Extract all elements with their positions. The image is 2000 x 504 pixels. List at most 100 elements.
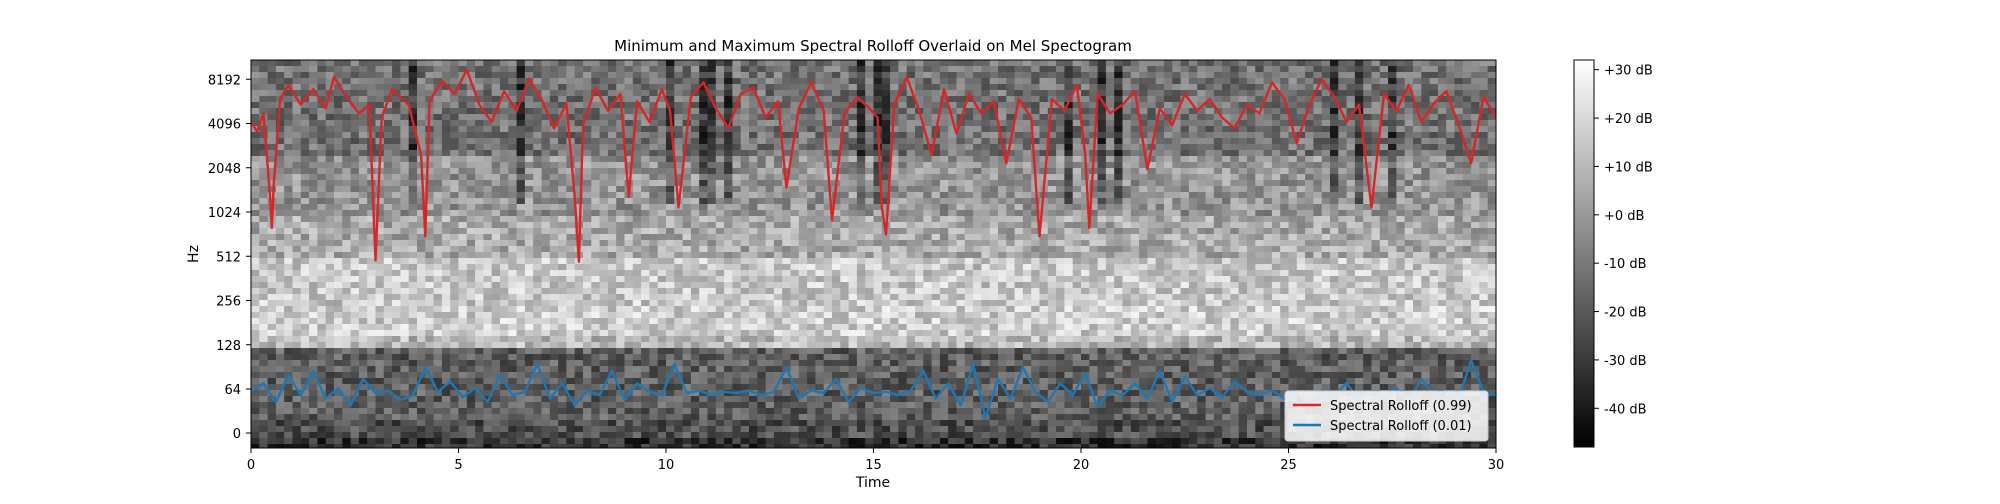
spectrogram-cell [873,336,883,343]
spectrogram-cell [508,372,518,379]
spectrogram-cell [591,180,601,187]
spectrogram-cell [558,372,567,379]
spectrogram-cell [425,210,435,217]
spectrogram-cell [558,156,567,163]
spectrogram-cell [441,234,451,241]
spectrogram-cell [807,414,816,421]
spectrogram-cell [583,234,592,241]
spectrogram-cell [267,294,277,301]
spectrogram-cell [317,252,327,259]
spectrogram-cell [765,270,775,277]
spectrogram-cell [566,402,576,409]
spectrogram-cell [292,252,302,259]
spectrogram-cell [500,354,509,361]
spectrogram-cell [674,438,684,445]
spectrogram-cell [832,360,841,367]
spectrogram-cell [367,336,377,343]
spectrogram-cell [483,390,493,397]
spectrogram-cell [707,180,717,187]
spectrogram-cell [375,252,385,259]
spectrogram-cell [375,114,385,121]
spectrogram-cell [715,426,725,433]
spectrogram-cell [558,414,567,421]
spectrogram-cell [823,102,833,109]
spectrogram-cell [591,90,601,97]
spectrogram-cell [881,66,891,73]
spectrogram-cell [856,198,866,205]
spectrogram-cell [715,174,725,181]
spectrogram-cell [757,318,767,325]
spectrogram-cell [566,432,576,439]
spectrogram-cell [707,318,717,325]
spectrogram-cell [392,330,401,337]
spectrogram-cell [541,252,551,259]
spectrogram-cell [607,180,617,187]
spectrogram-cell [251,438,260,445]
spectrogram-cell [558,114,567,121]
spectrogram-cell [815,132,825,139]
spectrogram-cell [375,228,385,235]
spectrogram-cell [657,420,667,427]
spectrogram-cell [417,294,426,301]
spectrogram-cell [325,204,335,211]
spectrogram-cell [300,72,310,79]
spectrogram-cell [342,150,352,157]
spectrogram-cell [666,354,675,361]
spectrogram-cell [566,66,576,73]
spectrogram-cell [815,138,825,145]
spectrogram-cell [292,342,302,349]
spectrogram-cell [682,108,692,115]
spectrogram-cell [524,288,534,295]
spectrogram-cell [749,318,758,325]
spectrogram-cell [599,222,609,229]
spectrogram-cell [865,234,875,241]
spectrogram-cell [259,324,269,331]
spectrogram-cell [491,324,501,331]
spectrogram-cell [840,246,850,253]
spectrogram-cell [666,180,675,187]
spectrogram-cell [583,294,592,301]
spectrogram-cell [483,150,493,157]
spectrogram-cell [342,84,352,91]
spectrogram-cell [740,222,750,229]
spectrogram-cell [782,438,792,445]
spectrogram-cell [690,96,700,103]
spectrogram-cell [317,126,327,133]
spectrogram-cell [259,384,269,391]
spectrogram-cell [798,294,808,301]
spectrogram-cell [408,324,418,331]
spectrogram-cell [815,84,825,91]
spectrogram-cell [275,312,285,319]
spectrogram-cell [491,402,501,409]
spectrogram-cell [856,96,866,103]
spectrogram-cell [591,270,601,277]
spectrogram-cell [267,318,277,325]
spectrogram-cell [657,408,667,415]
spectrogram-cell [275,216,285,223]
spectrogram-cell [309,90,318,97]
spectrogram-cell [408,66,418,73]
spectrogram-cell [375,276,385,283]
spectrogram-cell [599,306,609,313]
spectrogram-cell [500,432,509,439]
spectrogram-cell [649,132,659,139]
spectrogram-cell [400,372,410,379]
spectrogram-cell [267,426,277,433]
spectrogram-cell [358,408,368,415]
spectrogram-cell [392,66,401,73]
spectrogram-cell [641,156,650,163]
spectrogram-cell [317,312,327,319]
spectrogram-cell [267,228,277,235]
spectrogram-cell [441,324,451,331]
spectrogram-cell [251,414,260,421]
spectrogram-cell [367,408,377,415]
spectrogram-cell [566,60,576,67]
spectrogram-cell [690,180,700,187]
spectrogram-cell [757,312,767,319]
spectrogram-cell [334,174,343,181]
spectrogram-cell [591,342,601,349]
spectrogram-cell [251,252,260,259]
spectrogram-cell [840,138,850,145]
spectrogram-cell [508,318,518,325]
spectrogram-cell [715,228,725,235]
